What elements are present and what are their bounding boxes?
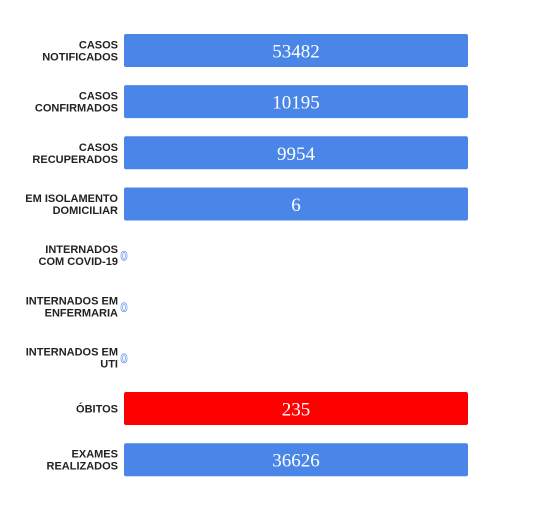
category-label: CASOS RECUPERADOS <box>32 142 118 166</box>
bar <box>124 34 468 67</box>
value-label: 235 <box>282 400 311 421</box>
bar <box>124 392 468 426</box>
category-label: ÓBITOS <box>76 403 118 416</box>
bar <box>124 443 468 477</box>
bar <box>124 187 468 221</box>
category-label: INTERNADOS EM UTI <box>26 346 118 370</box>
category-label: INTERNADOS EM ENFERMARIA <box>26 295 118 319</box>
value-label: 9954 <box>277 144 316 165</box>
category-label: CASOS NOTIFICADOS <box>42 40 118 64</box>
category-label: INTERNADOS COM COVID-19 <box>39 244 118 268</box>
category-label: EXAMES REALIZADOS <box>47 449 119 473</box>
bar <box>124 85 468 119</box>
value-label: 0 <box>121 299 128 314</box>
value-label: 53482 <box>272 42 320 63</box>
value-label: 36626 <box>272 451 320 472</box>
value-label: 6 <box>291 195 301 216</box>
value-label: 0 <box>121 350 128 365</box>
value-label: 0 <box>121 248 128 263</box>
value-label: 10195 <box>272 93 320 114</box>
category-label: EM ISOLAMENTO DOMICILIAR <box>25 193 118 217</box>
category-label: CASOS CONFIRMADOS <box>35 91 118 115</box>
bar <box>124 136 468 170</box>
